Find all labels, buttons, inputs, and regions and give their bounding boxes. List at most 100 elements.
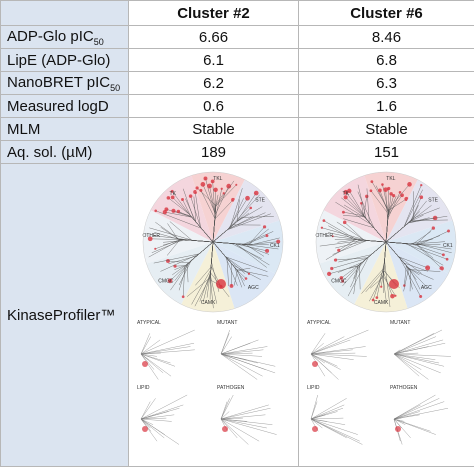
group-label: CK1 xyxy=(270,243,280,249)
hit-dot xyxy=(181,198,184,201)
panel-branch xyxy=(393,398,440,420)
branch xyxy=(366,188,387,243)
hit-dot xyxy=(445,257,449,261)
value-cell: 189 xyxy=(128,140,299,164)
value-cell: 151 xyxy=(298,140,474,164)
hit-dot xyxy=(171,208,176,213)
hit-dot xyxy=(425,265,431,271)
panel-branch xyxy=(393,418,431,432)
value-cell: 6.8 xyxy=(298,48,474,72)
value-cell: 6.66 xyxy=(128,25,299,49)
hit-dot xyxy=(370,180,374,184)
hit-dot xyxy=(400,193,404,198)
hit-dot xyxy=(253,190,259,196)
panel-branch xyxy=(220,349,264,355)
row-label-subscript: 50 xyxy=(93,36,104,47)
hit-dot xyxy=(342,220,347,225)
panel-branch xyxy=(393,411,420,420)
hit-dot xyxy=(199,188,203,192)
hit-dot xyxy=(378,188,382,193)
hit-dot xyxy=(360,201,363,205)
group-sector xyxy=(316,210,386,264)
value-cell: 6.3 xyxy=(298,71,474,95)
hit-dot xyxy=(147,236,153,242)
branch xyxy=(212,241,267,268)
hit-dot xyxy=(166,196,171,200)
hit-dot xyxy=(394,294,397,297)
hit-dot xyxy=(375,296,379,299)
hit-dot xyxy=(229,284,234,288)
kinome-tree: TK TKL STE CK1 AGC CAMK CMGC OTHER ATYPICAL MUTAN… xyxy=(137,171,284,445)
hit-dot xyxy=(235,183,238,186)
row-label: KinaseProfiler™ xyxy=(0,163,129,467)
hit-dot xyxy=(333,258,338,262)
panel-branch xyxy=(220,394,234,420)
panel-branch xyxy=(220,352,253,355)
hit-dot xyxy=(213,187,218,192)
panel-branch xyxy=(310,353,325,364)
panel-branch xyxy=(393,336,437,355)
hit-dot xyxy=(262,225,267,229)
hit-dot xyxy=(193,190,198,195)
panel-branch xyxy=(310,408,344,420)
hit-dot xyxy=(322,219,326,223)
panel-branch xyxy=(310,353,339,380)
group-label: AGC xyxy=(421,285,432,291)
column-header: Cluster #6 xyxy=(298,0,474,26)
panel-branch xyxy=(220,336,232,355)
branch xyxy=(385,219,448,243)
hit-dot xyxy=(249,206,253,210)
panel-branch xyxy=(140,353,172,377)
kinome-outline xyxy=(142,171,284,313)
panel-branch xyxy=(393,418,411,439)
hit-dot xyxy=(247,272,251,275)
group-sector xyxy=(146,242,213,305)
hit-dot xyxy=(407,182,412,187)
kinome-tree: TK TKL STE CK1 AGC CAMK CMGC OTHER ATYPICAL MUTAN… xyxy=(307,171,457,445)
panel-branch xyxy=(310,353,354,360)
hit-dot xyxy=(312,426,318,432)
group-label: CMGC xyxy=(158,278,174,284)
panel-branch xyxy=(220,353,263,357)
hit-dot xyxy=(244,277,248,280)
panel-branch xyxy=(140,343,195,355)
panel-branch xyxy=(220,418,273,425)
hit-dot xyxy=(226,183,232,189)
panel-branch xyxy=(140,353,176,367)
panel-branch xyxy=(310,417,344,420)
hit-dot xyxy=(200,182,206,187)
hit-dot xyxy=(330,266,334,271)
row-label-text: MLM xyxy=(7,120,41,138)
panel-branch xyxy=(393,353,429,380)
panel-branch xyxy=(310,398,347,420)
panel-branch xyxy=(310,418,346,425)
hit-dot xyxy=(142,426,148,432)
panel-branch xyxy=(220,411,230,420)
panel-branch xyxy=(310,339,351,355)
panel-branch xyxy=(310,329,369,355)
panel-branch xyxy=(220,408,271,420)
column-header: Cluster #2 xyxy=(128,0,299,26)
hit-dot xyxy=(447,229,450,233)
panel-label: PATHOGEN xyxy=(390,385,418,391)
panel-branch xyxy=(310,353,341,370)
panel-branch xyxy=(393,333,435,355)
panel-branch xyxy=(310,349,353,355)
hit-dot xyxy=(312,361,318,367)
hit-dot xyxy=(320,226,324,229)
hit-dot xyxy=(389,192,393,196)
hit-dot xyxy=(341,210,345,214)
group-label: STE xyxy=(428,198,438,204)
branch xyxy=(385,241,442,269)
hit-dot xyxy=(188,194,193,198)
branch xyxy=(212,199,234,243)
row-label: ADP-Glo pIC50 xyxy=(0,25,129,49)
branch xyxy=(186,241,214,297)
panel-branch xyxy=(393,401,445,420)
panel-branch xyxy=(393,417,402,420)
group-sector xyxy=(150,175,213,242)
branch xyxy=(169,221,214,243)
panel-branch xyxy=(310,353,326,377)
group-sector xyxy=(386,179,453,242)
